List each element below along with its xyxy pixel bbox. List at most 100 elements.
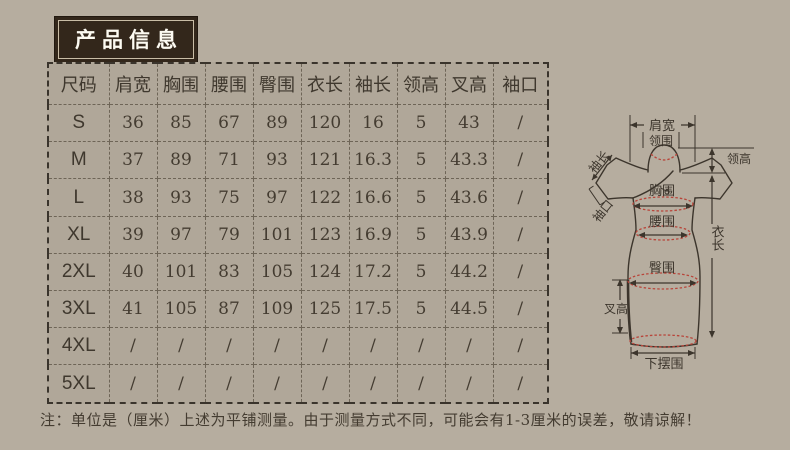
measurement-value-cell: / (492, 327, 549, 366)
measurement-value-cell: / (444, 327, 494, 366)
slit-height-arrow (612, 279, 628, 334)
size-table-row: 3XL 41 105 87 109 125 17.5 5 44.5/ (47, 290, 549, 329)
measurement-value-cell: / (492, 364, 549, 404)
column-header: 腰围 (204, 62, 254, 105)
measurement-value-cell: 120 (300, 103, 350, 143)
measurement-value-cell: 93 (252, 141, 302, 180)
measurement-value-cell: / (300, 364, 350, 404)
measurement-value-cell: / (444, 364, 494, 404)
garment-length-arrow (709, 175, 715, 338)
measurement-value-cell: 37 (108, 141, 158, 180)
measurement-value-cell: 75 (204, 178, 254, 217)
measurement-value-cell: 87 (204, 290, 254, 329)
measurement-value-cell: / (108, 364, 158, 404)
label-collar-height: 领高 (727, 151, 751, 166)
measurement-value-cell: 17.5 (348, 290, 398, 329)
shoulder-width-arrow (629, 115, 696, 162)
measurement-value-cell: 101 (156, 252, 206, 292)
collar-height-arrow (678, 147, 754, 174)
waist-ellipse (635, 225, 691, 241)
measurement-value-cell: 5 (396, 215, 446, 254)
column-header: 肩宽 (108, 62, 158, 105)
label-hip: 臀围 (649, 261, 675, 276)
label-sleeve-length: 袖长 (585, 148, 612, 176)
column-header: 袖长 (348, 62, 398, 105)
measurement-value-cell: 97 (156, 215, 206, 254)
measurement-value-cell: 125 (300, 290, 350, 329)
measurement-value-cell: 16.9 (348, 215, 398, 254)
hip-arrow (629, 280, 697, 286)
measurement-value-cell: 43.9 (444, 215, 494, 254)
bust-ellipse (632, 196, 694, 212)
measurement-value-cell: / (108, 327, 158, 366)
dress-measurement-diagram: 肩宽 领围 领高 衣长 袖长 (585, 115, 754, 372)
measurement-value-cell: 38 (108, 178, 158, 217)
measurement-value-cell: 121 (300, 141, 350, 180)
bust-arrow (633, 203, 693, 209)
measurement-value-cell: 5 (396, 141, 446, 180)
measurement-value-cell: 71 (204, 141, 254, 180)
page-title: 产品信息 (58, 20, 194, 59)
size-table: 尺码 肩宽 胸围 腰围 臀围 衣长 袖长 领高 叉高 袖口 S 36 85 67 89 120 16 5 43/M… (47, 62, 549, 404)
body-right-outline (691, 197, 701, 345)
size-label-cell: 2XL (47, 252, 110, 292)
measurement-value-cell: / (156, 364, 206, 404)
sleeve-length-arrow (591, 154, 613, 181)
measurement-value-cell: / (204, 327, 254, 366)
measurement-value-cell: 43 (444, 103, 494, 143)
measurement-value-cell: 67 (204, 103, 254, 143)
title-box: 产品信息 (54, 16, 198, 63)
size-label-cell: M (47, 141, 110, 180)
size-table-row: M 37 89 71 93 121 16.3 5 43.3/ (47, 141, 549, 180)
waist-arrow (638, 232, 688, 238)
column-header: 袖口 (492, 62, 549, 105)
column-header: 臀围 (252, 62, 302, 105)
hip-ellipse (627, 272, 699, 290)
column-header: 叉高 (444, 62, 494, 105)
size-table-row: 2XL 40 101 83 105 124 17.2 5 44.2/ (47, 252, 549, 292)
measurement-value-cell: 16 (348, 103, 398, 143)
measurement-note: 注：单位是（厘米）上述为平铺测量。由于测量方式不同，可能会有1-3厘米的误差，敬… (40, 411, 702, 429)
measurement-value-cell: 40 (108, 252, 158, 292)
size-label-cell: 3XL (47, 290, 110, 329)
frog-button (660, 187, 670, 195)
measurement-value-cell: 36 (108, 103, 158, 143)
label-waist: 腰围 (649, 215, 675, 230)
measurement-value-cell: 5 (396, 252, 446, 292)
measurement-value-cell: 5 (396, 103, 446, 143)
measurement-value-cell: / (492, 103, 549, 143)
measurement-value-cell: 93 (156, 178, 206, 217)
column-header: 尺码 (47, 62, 110, 105)
right-shoulder-sleeve-outline (679, 157, 733, 200)
size-label-cell: S (47, 103, 110, 143)
measurement-value-cell: / (492, 290, 549, 329)
closure-line (632, 170, 674, 199)
size-table-row: S 36 85 67 89 120 16 5 43/ (47, 103, 549, 143)
measurement-value-cell: / (156, 327, 206, 366)
size-label-cell: 4XL (47, 327, 110, 366)
measurement-value-cell: 44.5 (444, 290, 494, 329)
label-shoulder-width: 肩宽 (649, 118, 675, 134)
measurement-value-cell: 79 (204, 215, 254, 254)
column-header: 胸围 (156, 62, 206, 105)
hem-width-arrow (630, 347, 696, 359)
size-label-cell: XL (47, 215, 110, 254)
measurement-value-cell: 85 (156, 103, 206, 143)
collar-red-curve (650, 153, 678, 161)
cuff-bracket (588, 185, 605, 206)
size-table-header-row: 尺码 肩宽 胸围 腰围 臀围 衣长 袖长 领高 叉高 袖口 (47, 62, 549, 105)
label-cuff: 袖口 (589, 197, 616, 225)
label-hem: 下摆围 (644, 357, 683, 372)
measurement-value-cell: 16.3 (348, 141, 398, 180)
label-collar-girth: 领围 (649, 134, 673, 148)
measurement-value-cell: 43.3 (444, 141, 494, 180)
measurement-value-cell: / (396, 327, 446, 366)
measurement-value-cell: 123 (300, 215, 350, 254)
measurement-value-cell: / (204, 364, 254, 404)
measurement-value-cell: / (348, 327, 398, 366)
measurement-value-cell: 89 (156, 141, 206, 180)
measurement-value-cell: / (300, 327, 350, 366)
measurement-value-cell: / (492, 141, 549, 180)
label-slit-height: 叉高 (604, 301, 628, 316)
